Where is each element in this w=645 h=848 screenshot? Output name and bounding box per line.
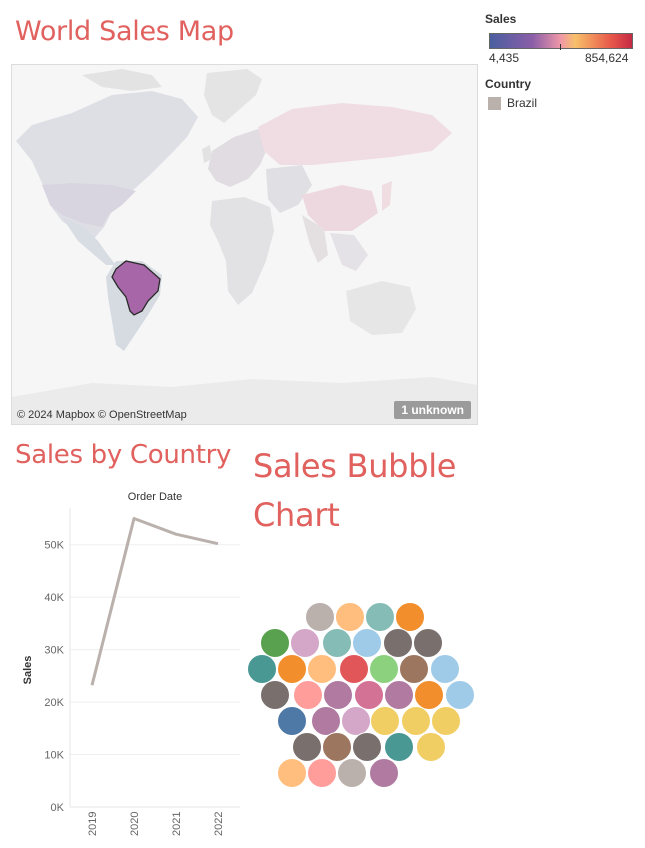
bubble[interactable] xyxy=(311,706,341,736)
bubble[interactable] xyxy=(352,628,382,658)
bubble[interactable] xyxy=(292,732,322,762)
map-land-russia xyxy=(258,103,452,165)
map-land-antarctica xyxy=(12,377,477,424)
bubble[interactable] xyxy=(413,628,443,658)
bubble[interactable] xyxy=(293,680,323,710)
bubble[interactable] xyxy=(430,654,460,684)
map-land-south-asia xyxy=(302,215,328,263)
map-land-greenland xyxy=(204,69,262,123)
line-chart-title: Sales by Country xyxy=(15,440,232,470)
map-land-australia xyxy=(346,281,416,335)
country-legend-title: Country xyxy=(485,77,531,91)
line-point[interactable] xyxy=(131,515,137,521)
sales-ramp-tick xyxy=(560,44,561,50)
bubble-chart-title: Sales Bubble Chart xyxy=(253,447,457,534)
bubble-group xyxy=(247,602,475,788)
line-series xyxy=(89,515,221,688)
bubble[interactable] xyxy=(384,680,414,710)
line-point[interactable] xyxy=(173,531,179,537)
bubble[interactable] xyxy=(416,732,446,762)
bubble[interactable] xyxy=(445,680,475,710)
bubble[interactable] xyxy=(305,602,335,632)
bubble[interactable] xyxy=(369,654,399,684)
bubble[interactable] xyxy=(277,706,307,736)
y-tick-label: 10K xyxy=(44,750,64,762)
world-map-canvas[interactable] xyxy=(12,65,477,424)
bubble[interactable] xyxy=(260,680,290,710)
bubble[interactable] xyxy=(341,706,371,736)
y-tick-label: 50K xyxy=(44,540,64,552)
map-land-southeast-asia xyxy=(330,233,368,271)
y-tick-label: 0K xyxy=(51,802,65,814)
bubble[interactable] xyxy=(395,602,425,632)
bubble[interactable] xyxy=(247,654,277,684)
x-tick-label: 2022 xyxy=(213,812,225,836)
y-axis-title: Sales xyxy=(22,656,34,685)
sales-bubble-chart[interactable] xyxy=(240,590,485,805)
map-land-north-america xyxy=(16,91,198,241)
bubble[interactable] xyxy=(323,680,353,710)
bubble[interactable] xyxy=(337,758,367,788)
bubble[interactable] xyxy=(307,758,337,788)
bubble[interactable] xyxy=(384,732,414,762)
map-attribution[interactable]: © 2024 Mapbox © OpenStreetMap xyxy=(17,409,187,421)
bubble[interactable] xyxy=(260,628,290,658)
x-axis-ticks: 2019 2020 2021 2022 xyxy=(87,812,225,836)
bubble[interactable] xyxy=(277,758,307,788)
bubble[interactable] xyxy=(322,628,352,658)
country-legend-item-brazil[interactable]: Brazil xyxy=(507,96,538,110)
bubble[interactable] xyxy=(399,654,429,684)
map-land-japan xyxy=(382,181,392,211)
y-tick-label: 40K xyxy=(44,592,64,604)
bubble[interactable] xyxy=(401,706,431,736)
map-land-usa xyxy=(42,183,136,227)
map-land-europe xyxy=(208,129,268,187)
sales-color-ramp xyxy=(489,33,633,49)
unknown-badge[interactable]: 1 unknown xyxy=(394,401,471,419)
map-land-uk xyxy=(202,145,212,163)
grid-lines xyxy=(70,544,240,756)
y-tick-label: 20K xyxy=(44,697,64,709)
x-tick-label: 2020 xyxy=(129,812,141,836)
sales-legend-min: 4,435 xyxy=(489,51,520,65)
bubble[interactable] xyxy=(369,758,399,788)
bubble[interactable] xyxy=(365,602,395,632)
line-point[interactable] xyxy=(215,541,221,547)
bubble[interactable] xyxy=(339,654,369,684)
map-land-africa xyxy=(210,197,274,305)
map-land-middle-east xyxy=(266,165,312,213)
line-point[interactable] xyxy=(89,682,95,688)
x-tick-label: 2021 xyxy=(171,812,183,836)
chart-header-order-date: Order Date xyxy=(128,491,182,503)
x-tick-label: 2019 xyxy=(87,812,99,836)
bubble[interactable] xyxy=(290,628,320,658)
bubble[interactable] xyxy=(370,706,400,736)
bubble[interactable] xyxy=(277,654,307,684)
map-country-brazil[interactable] xyxy=(111,260,161,316)
bubble[interactable] xyxy=(352,732,382,762)
world-map[interactable]: © 2024 Mapbox © OpenStreetMap 1 unknown xyxy=(11,64,478,425)
sales-legend-max: 854,624 xyxy=(585,51,629,65)
y-axis-ticks: 0K 10K 20K 30K 40K 50K xyxy=(44,540,64,814)
bubble[interactable] xyxy=(383,628,413,658)
bubble[interactable] xyxy=(414,680,444,710)
bubble[interactable] xyxy=(431,706,461,736)
country-legend-swatch[interactable] xyxy=(488,97,501,110)
bubble[interactable] xyxy=(335,602,365,632)
sales-legend-title: Sales xyxy=(485,12,517,26)
bubble[interactable] xyxy=(307,654,337,684)
y-tick-label: 30K xyxy=(44,645,64,657)
map-land-arctic-islands xyxy=(82,69,162,91)
bubble[interactable] xyxy=(354,680,384,710)
map-title: World Sales Map xyxy=(15,16,234,47)
map-land-china xyxy=(302,185,378,231)
bubble[interactable] xyxy=(322,732,352,762)
line-series-path[interactable] xyxy=(90,517,219,686)
map-land-central-america xyxy=(62,217,116,265)
